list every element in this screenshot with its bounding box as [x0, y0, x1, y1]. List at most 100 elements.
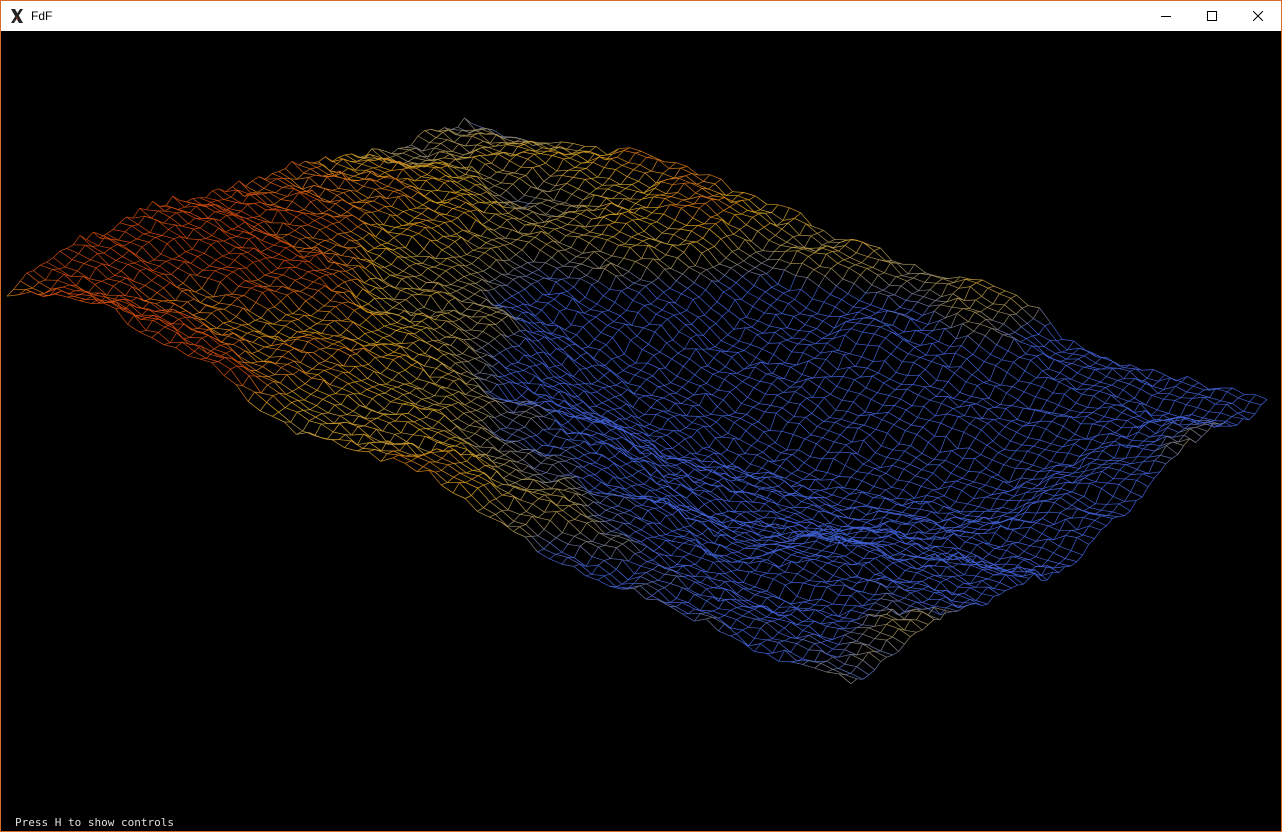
- mesh-edge: [782, 217, 795, 221]
- mesh-edge: [529, 149, 541, 155]
- mesh-edge: [561, 421, 569, 426]
- mesh-edge: [460, 166, 472, 169]
- mesh-edge: [418, 233, 431, 241]
- mesh-edge: [435, 383, 448, 389]
- mesh-edge: [487, 338, 495, 344]
- mesh-edge: [352, 410, 366, 419]
- mesh-edge: [111, 239, 124, 247]
- mesh-edge: [393, 356, 400, 361]
- mesh-edge: [545, 213, 558, 218]
- mesh-edge: [125, 286, 133, 296]
- mesh-edge: [737, 352, 750, 367]
- mesh-edge: [264, 220, 272, 224]
- mesh-edge: [428, 381, 441, 388]
- mesh-edge: [323, 305, 336, 307]
- mesh-edge: [681, 398, 688, 404]
- mesh-edge: [512, 178, 520, 185]
- maximize-button[interactable]: [1189, 1, 1235, 31]
- mesh-edge: [530, 352, 538, 357]
- mesh-edge: [650, 400, 658, 408]
- mesh-edge: [706, 195, 714, 198]
- mesh-edge: [550, 141, 563, 144]
- mesh-edge: [534, 393, 547, 396]
- mesh-edge: [596, 387, 604, 393]
- mesh-edge: [728, 224, 740, 230]
- mesh-edge: [271, 272, 284, 276]
- mesh-edge: [339, 337, 346, 343]
- mesh-edge: [517, 354, 525, 363]
- mesh-edge: [518, 345, 532, 357]
- mesh-edge: [309, 416, 316, 422]
- mesh-edge: [592, 267, 605, 270]
- minimize-button[interactable]: [1143, 1, 1189, 31]
- mesh-edge: [622, 275, 635, 284]
- mesh-edge: [397, 386, 410, 394]
- mesh-edge: [603, 375, 617, 386]
- mesh-edge: [558, 325, 566, 331]
- mesh-edge: [311, 161, 319, 164]
- mesh-edge: [341, 318, 348, 322]
- mesh-edge: [618, 192, 631, 200]
- mesh-edge: [465, 166, 473, 175]
- mesh-edge: [607, 321, 614, 326]
- mesh-edge: [474, 235, 487, 243]
- mesh-edge: [276, 348, 289, 352]
- mesh-edge: [421, 316, 429, 322]
- mesh-edge: [199, 221, 208, 229]
- mesh-edge: [692, 207, 700, 219]
- mesh-edge: [175, 347, 189, 356]
- mesh-edge: [412, 294, 425, 308]
- mesh-edge: [294, 347, 308, 353]
- mesh-edge: [794, 217, 806, 225]
- mesh-edge: [188, 343, 201, 347]
- mesh-edge: [364, 178, 377, 182]
- mesh-edge: [676, 199, 683, 206]
- title-bar[interactable]: FdF: [1, 1, 1281, 31]
- mesh-edge: [556, 265, 564, 269]
- mesh-edge: [196, 205, 209, 219]
- mesh-edge: [186, 310, 199, 320]
- mesh-edge: [441, 373, 449, 378]
- mesh-edge: [746, 224, 758, 232]
- mesh-edge: [132, 215, 145, 219]
- mesh-edge: [467, 132, 479, 136]
- mesh-edge: [458, 202, 466, 208]
- mesh-edge: [348, 247, 355, 250]
- mesh-edge: [287, 294, 300, 310]
- mesh-edge: [420, 329, 433, 341]
- mesh-edge: [677, 257, 690, 268]
- mesh-edge: [363, 282, 376, 288]
- close-button[interactable]: [1235, 1, 1281, 31]
- mesh-edge: [446, 257, 459, 266]
- mesh-edge: [643, 223, 651, 232]
- mesh-edge: [455, 442, 462, 447]
- mesh-edge: [397, 196, 411, 210]
- mesh-edge: [801, 256, 809, 264]
- mesh-edge: [338, 188, 351, 191]
- mesh-edge: [450, 345, 463, 354]
- mesh-edge: [349, 239, 362, 247]
- mesh-edge: [161, 235, 174, 240]
- mesh-edge: [494, 279, 507, 286]
- render-viewport[interactable]: Press H to show controls: [1, 31, 1281, 831]
- mesh-edge: [223, 322, 236, 329]
- mesh-edge: [126, 216, 133, 219]
- mesh-edge: [569, 157, 582, 164]
- mesh-edge: [255, 194, 268, 205]
- mesh-edge: [345, 421, 359, 427]
- mesh-edge: [203, 244, 211, 254]
- mesh-edge: [440, 314, 454, 323]
- mesh-edge: [294, 225, 302, 231]
- mesh-edge: [552, 203, 559, 208]
- mesh-edge: [139, 329, 147, 333]
- mesh-edge: [314, 270, 327, 276]
- mesh-edge: [389, 214, 403, 226]
- mesh-edge: [380, 368, 388, 374]
- mesh-edge: [352, 321, 360, 326]
- mesh-edge: [285, 201, 293, 210]
- mesh-edge: [416, 204, 424, 209]
- mesh-edge: [490, 392, 503, 400]
- mesh-edge: [261, 317, 274, 325]
- mesh-edge: [238, 221, 246, 227]
- mesh-edge: [270, 178, 278, 183]
